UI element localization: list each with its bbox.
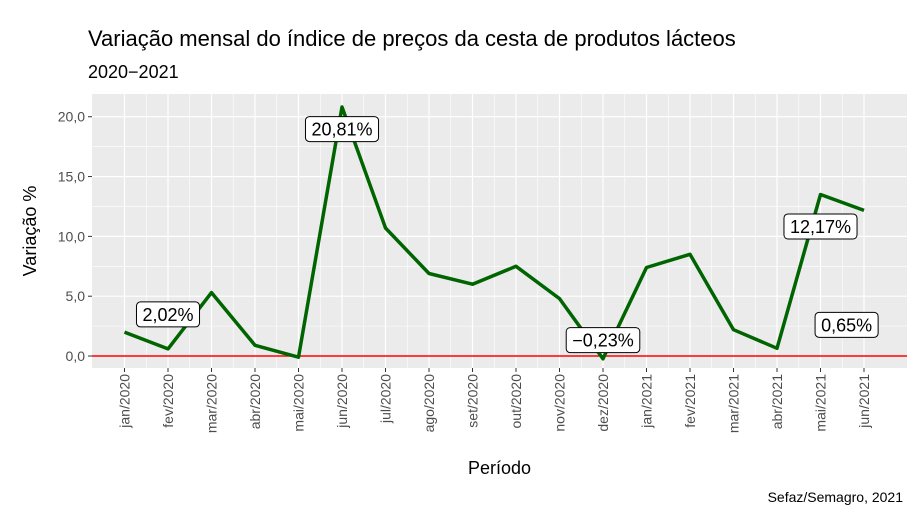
data-label-box xyxy=(565,327,641,354)
x-tick-label: mai/2020 xyxy=(291,374,307,432)
x-axis: jan/2020 fev/2020 mar/2020 abr/2020 mai/2020… xyxy=(117,368,872,433)
data-label-text: 12,17% xyxy=(790,217,851,237)
data-label-text: −0,23% xyxy=(572,331,634,351)
data-label: 2,02% xyxy=(135,301,201,328)
plot-panel xyxy=(92,94,907,368)
y-axis-title: Variação % xyxy=(20,186,40,277)
x-tick-label: jan/2020 xyxy=(117,374,133,429)
x-tick-label: nov/2020 xyxy=(552,374,568,432)
x-tick-label: mar/2021 xyxy=(726,374,742,433)
x-tick-label: jan/2021 xyxy=(639,374,655,429)
data-label-box xyxy=(814,311,879,338)
chart-caption: Sefaz/Semagro, 2021 xyxy=(768,489,904,505)
y-tick-label: 20,0 xyxy=(58,109,85,125)
data-label-text: 2,02% xyxy=(142,305,193,325)
y-axis: 0,0 5,0 10,0 15,0 20,0 xyxy=(58,109,92,364)
y-tick-label: 0,0 xyxy=(66,348,86,364)
y-tick-label: 15,0 xyxy=(58,169,85,185)
x-tick-label: jul/2020 xyxy=(378,374,394,424)
x-tick-label: jun/2020 xyxy=(334,374,350,429)
chart-title: Variação mensal do índice de preços da c… xyxy=(88,26,736,51)
x-tick-label: fev/2020 xyxy=(160,374,176,428)
x-tick-label: mai/2021 xyxy=(813,374,829,432)
data-label: 20,81% xyxy=(304,116,380,143)
chart-subtitle: 2020−2021 xyxy=(88,62,179,82)
y-tick-label: 5,0 xyxy=(66,288,86,304)
x-tick-label: dez/2020 xyxy=(595,374,611,432)
data-label-box xyxy=(304,116,380,143)
x-axis-title: Período xyxy=(468,458,531,478)
data-label-text: 0,65% xyxy=(821,315,872,335)
y-tick-label: 10,0 xyxy=(58,228,85,244)
x-tick-label: mar/2020 xyxy=(204,374,220,433)
x-tick-label: abr/2020 xyxy=(247,374,263,429)
x-tick-label: set/2020 xyxy=(465,374,481,428)
data-labels: 2,02% 20,81% −0,23% 12,17% 0,65% xyxy=(135,116,879,354)
data-label-box xyxy=(783,213,858,240)
data-label: 0,65% xyxy=(814,311,879,338)
data-label: −0,23% xyxy=(565,327,641,354)
x-tick-label: fev/2021 xyxy=(682,374,698,428)
series-line xyxy=(123,105,865,361)
x-tick-label: out/2020 xyxy=(508,374,524,429)
x-tick-label: ago/2020 xyxy=(421,374,437,433)
data-label-text: 20,81% xyxy=(311,120,372,140)
x-tick-label: abr/2021 xyxy=(769,374,785,429)
x-tick-label: jun/2021 xyxy=(856,374,872,429)
data-label-box xyxy=(135,301,201,328)
data-label: 12,17% xyxy=(783,213,858,240)
